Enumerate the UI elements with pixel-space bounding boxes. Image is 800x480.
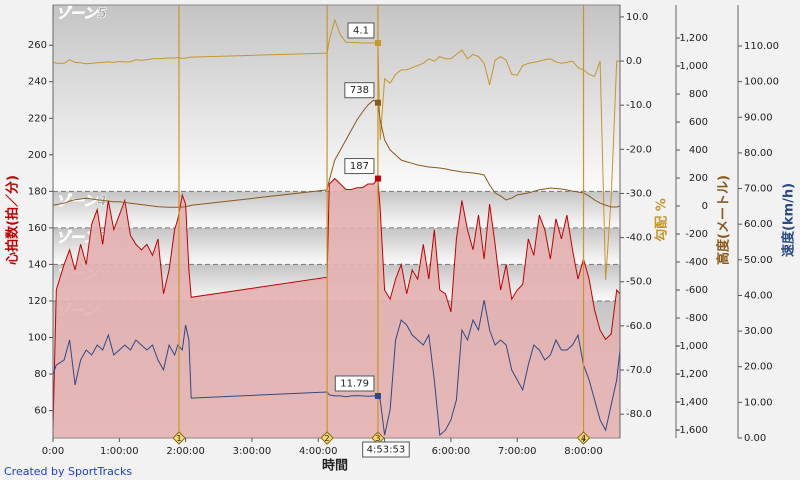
y-tick-label: 0.00	[744, 433, 766, 444]
y-tick-label: -10.0	[626, 100, 652, 111]
series-line	[52, 18, 620, 281]
y-tick-label: -800	[685, 313, 708, 324]
x-tick-label: 7:00:00	[498, 446, 537, 457]
y-tick-label: -1,000	[676, 341, 708, 352]
y-tick-label: -1,600	[676, 425, 708, 436]
series-area	[53, 178, 620, 438]
marker-diamond	[320, 431, 334, 445]
y-tick-label: 220	[28, 113, 47, 124]
y-tick-label: 60	[34, 406, 47, 417]
y-axis-title: 心拍数(拍／分)	[5, 175, 21, 265]
zone-band	[53, 5, 620, 192]
y-tick-label: 30.00	[744, 326, 773, 337]
cursor-box	[334, 375, 375, 392]
series-line	[52, 177, 621, 429]
x-tick-label: 3:00:00	[233, 446, 272, 457]
cursor-value: 738	[350, 85, 369, 96]
y-tick-label: 80	[34, 369, 47, 380]
marker-label: 3	[375, 434, 380, 443]
y-tick-label: 60.00	[744, 219, 773, 230]
credit: Created by SportTracks	[4, 465, 132, 478]
zone-label: ゾーン4	[56, 192, 107, 209]
y-tick-label: -40.0	[626, 233, 652, 244]
y-tick-label: 1,000	[679, 61, 708, 72]
marker-label: 2	[325, 434, 330, 443]
series-line	[52, 99, 621, 208]
y-tick-label: -1,400	[676, 397, 708, 408]
y-tick-label: 180	[28, 186, 47, 197]
y-tick-label: 1,200	[679, 33, 708, 44]
cursor-point	[374, 39, 381, 46]
x-tick-label: 2:00:00	[166, 446, 205, 457]
cursor-point	[374, 99, 381, 106]
y-tick-label: 10.00	[744, 397, 773, 408]
x-tick-label: 1:00:00	[100, 446, 139, 457]
y-tick-label: 20.00	[744, 362, 773, 373]
cursor-time: 4:53:53	[367, 445, 406, 456]
y-tick-label: 0.0	[626, 56, 642, 67]
y-tick-label: 10.0	[626, 12, 648, 23]
y-tick-label: 90.00	[744, 112, 773, 123]
y-axis-title: 勾配 %	[654, 198, 670, 242]
y-tick-label: 140	[28, 259, 47, 270]
y-tick-label: -80.0	[626, 409, 652, 420]
cursor-box	[347, 22, 375, 39]
cursor-point	[374, 392, 381, 399]
y-axis-title: 速度(km/h)	[781, 183, 797, 257]
marker-diamond	[172, 431, 186, 445]
x-axis-title: 時間	[322, 458, 348, 474]
cursor-box	[344, 82, 375, 99]
y-tick-label: 80.00	[744, 148, 773, 159]
y-tick-label: 240	[28, 77, 47, 88]
y-tick-label: 100	[28, 333, 47, 344]
y-tick-label: 160	[28, 223, 47, 234]
cursor-time-box	[362, 441, 410, 458]
y-tick-label: -30.0	[626, 188, 652, 199]
cursor-value: 187	[350, 161, 369, 172]
y-axis-title: 高度(メートル)	[716, 175, 732, 265]
y-tick-label: 400	[689, 145, 708, 156]
y-tick-label: -200	[685, 229, 708, 240]
x-tick-label: 4:00:00	[299, 446, 338, 457]
cursor-value: 4.1	[353, 25, 369, 36]
series-line	[52, 300, 621, 437]
y-tick-label: 120	[28, 296, 47, 307]
y-tick-label: -20.0	[626, 144, 652, 155]
y-tick-label: -1,200	[676, 369, 708, 380]
cursor-point	[374, 175, 381, 182]
y-tick-label: -50.0	[626, 277, 652, 288]
y-tick-label: -60.0	[626, 321, 652, 332]
y-tick-label: -600	[685, 285, 708, 296]
cursor-box	[344, 158, 375, 175]
y-tick-label: 200	[28, 150, 47, 161]
x-tick-label: 0:00	[42, 446, 64, 457]
x-tick-label: 6:00:00	[432, 446, 471, 457]
zone-label: ゾーン5	[56, 5, 107, 22]
y-tick-label: -70.0	[626, 365, 652, 376]
y-tick-label: 70.00	[744, 184, 773, 195]
y-tick-label: 100.00	[744, 77, 779, 88]
y-tick-label: 50.00	[744, 255, 773, 266]
y-tick-label: 40.00	[744, 290, 773, 301]
y-tick-label: 600	[689, 117, 708, 128]
x-tick-label: 8:00:00	[564, 446, 603, 457]
y-tick-label: 200	[689, 173, 708, 184]
cursor-value: 11.79	[340, 378, 369, 389]
y-tick-label: 800	[689, 89, 708, 100]
y-tick-label: 260	[28, 40, 47, 51]
marker-label: 1	[176, 434, 181, 443]
plot-layer: ゾーン1ゾーン2ゾーン3ゾーン4ゾーン5	[52, 5, 621, 438]
y-tick-label: 0	[702, 201, 708, 212]
y-tick-label: 110.00	[744, 41, 779, 52]
y-tick-label: -400	[685, 257, 708, 268]
